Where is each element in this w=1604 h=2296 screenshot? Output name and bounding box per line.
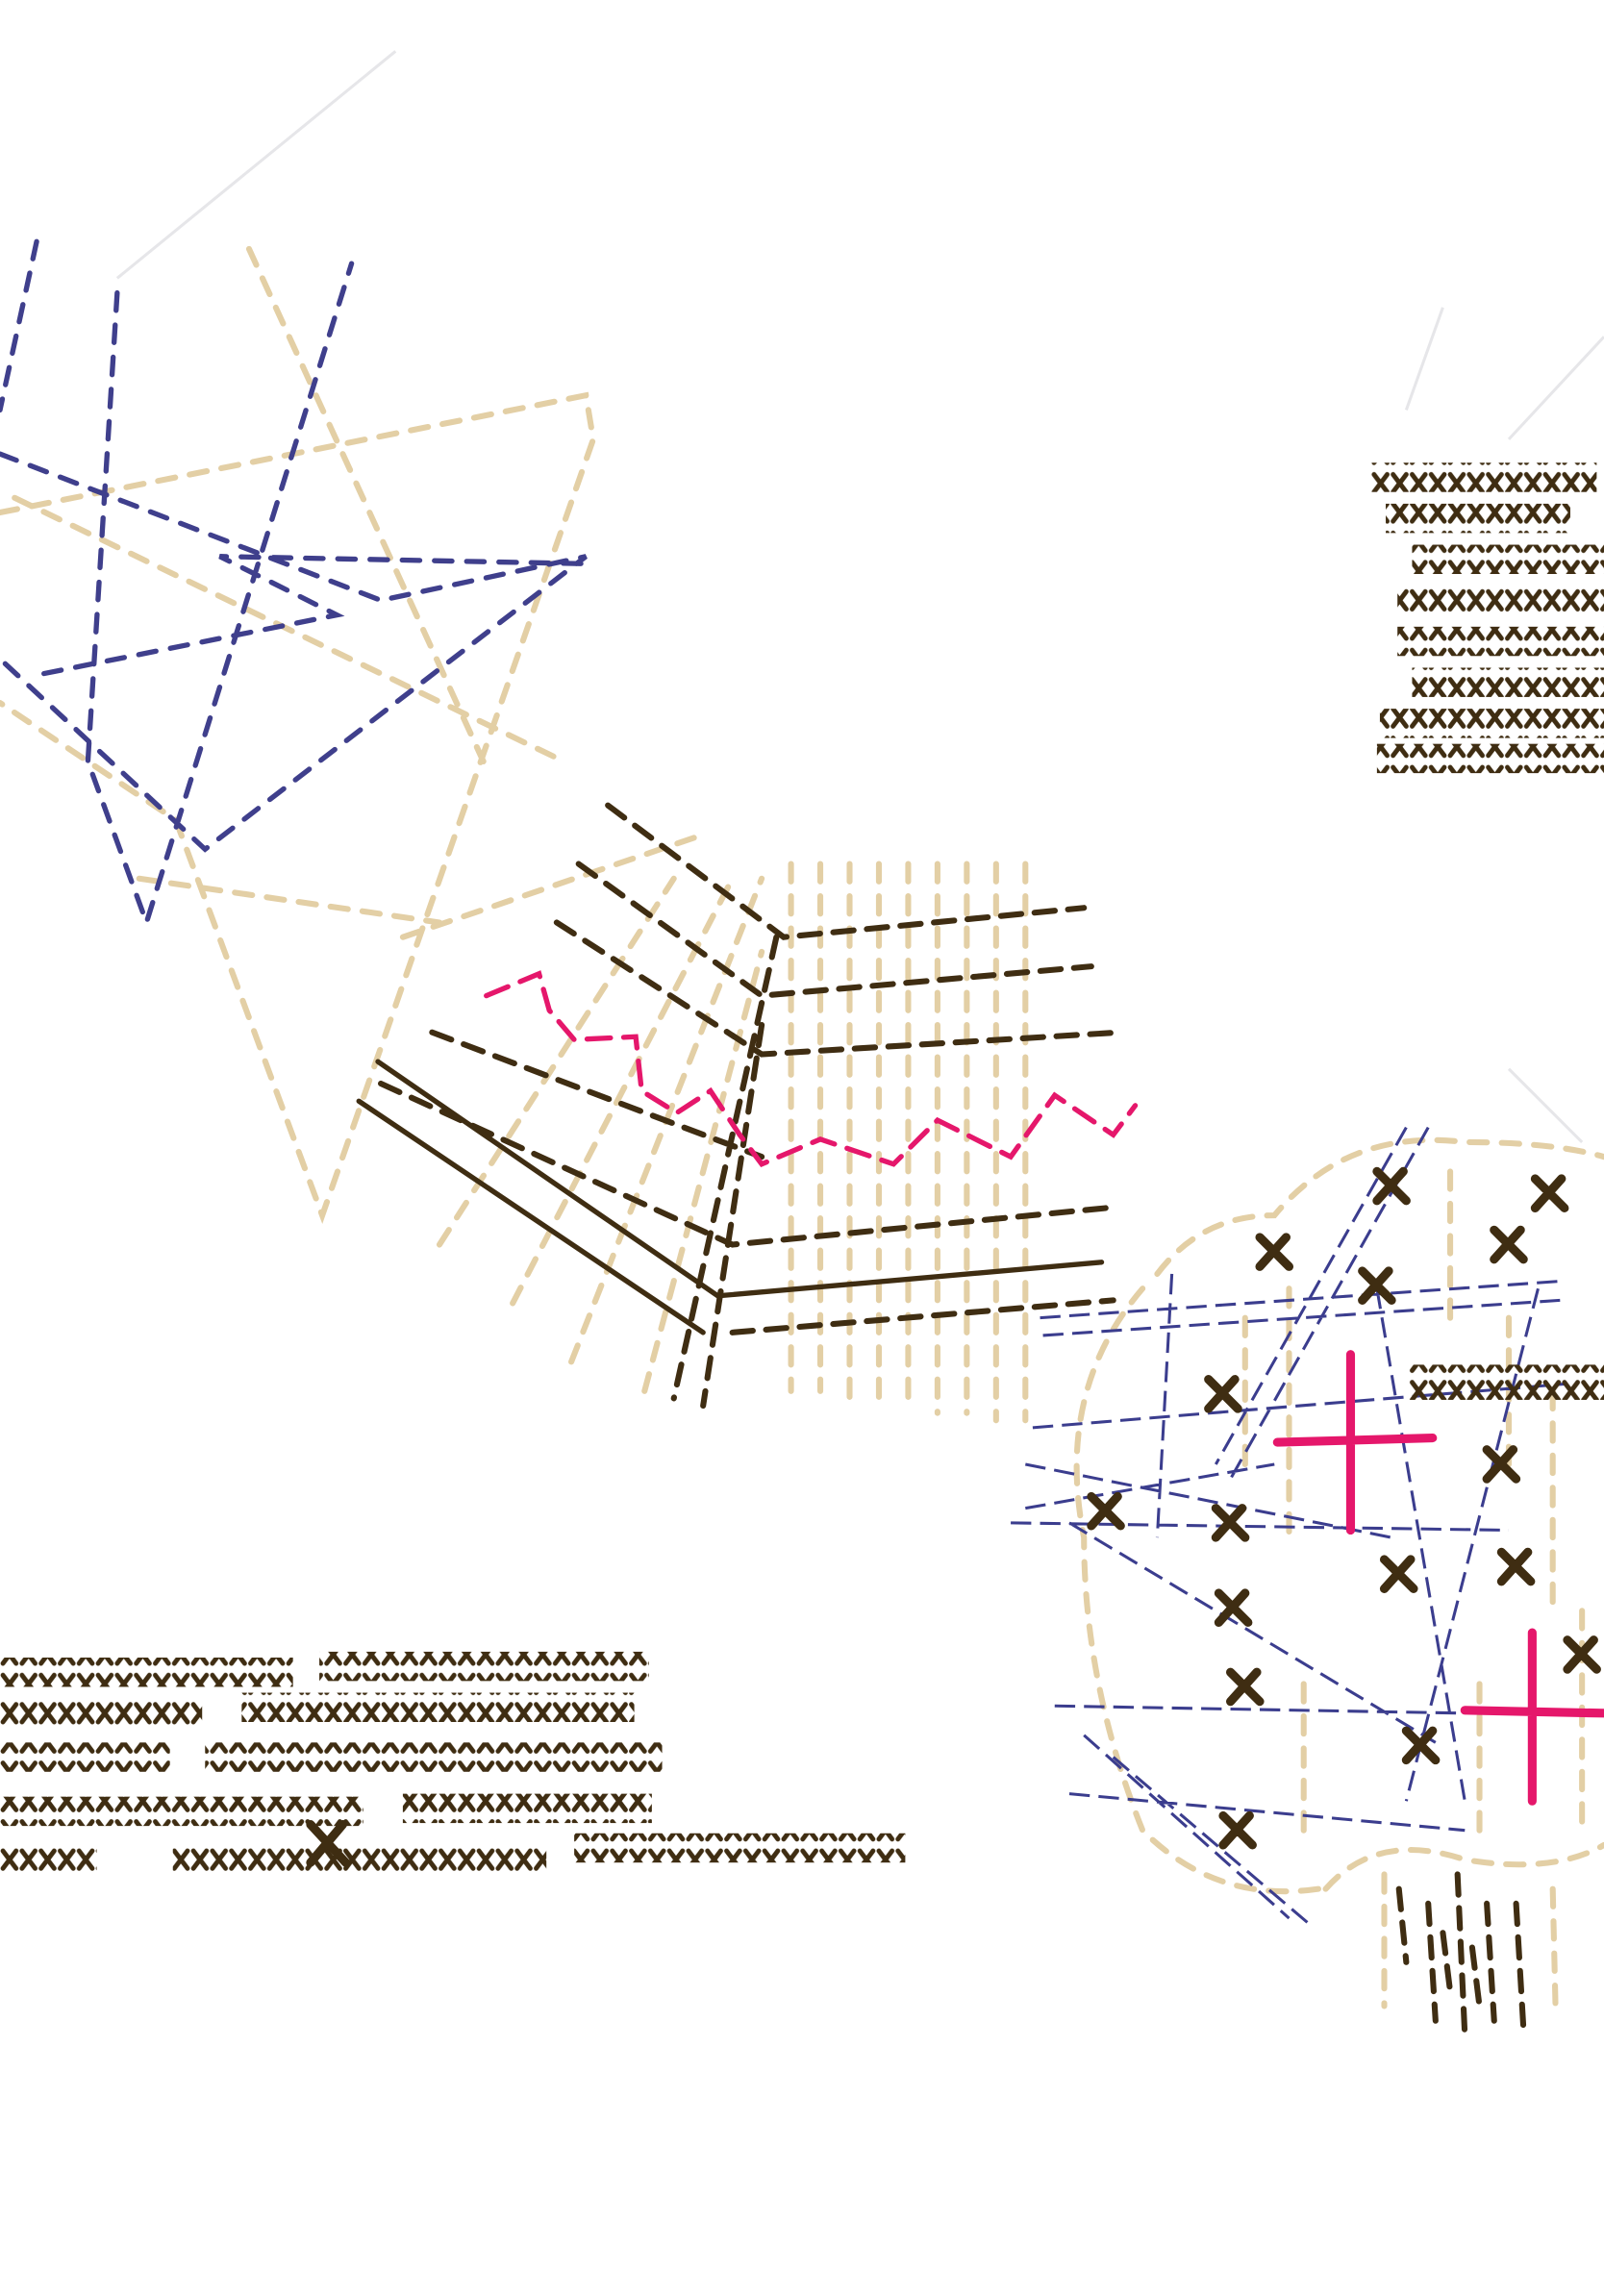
x-row [1412, 544, 1604, 574]
faint-line [115, 50, 1604, 1143]
x-row [1376, 743, 1604, 774]
top-right-x-block [1370, 462, 1604, 774]
x-row [319, 1651, 649, 1682]
x-row [0, 1796, 363, 1827]
large-x-stitch [306, 1820, 351, 1867]
x-row [0, 1657, 293, 1687]
x-row [402, 1793, 652, 1824]
x-row [1397, 626, 1604, 657]
x-row [241, 1692, 635, 1722]
x-row [172, 1841, 547, 1872]
bottom-right-tree [1011, 1126, 1604, 2038]
tan-tree-canopy [1073, 1136, 1604, 2017]
bottom-left-x-rows [0, 1651, 906, 1878]
navy-tree-branches [1011, 1126, 1568, 1927]
x-row [1409, 1364, 1604, 1400]
brown-cube-solid-lines [356, 1059, 1105, 1335]
x-stitches-tree [1087, 1166, 1601, 1850]
tan-star-outline [0, 245, 597, 1225]
x-row [1412, 667, 1604, 697]
x-row [1370, 462, 1597, 492]
central-cube [356, 802, 1139, 1424]
x-row [205, 1742, 663, 1772]
x-row [0, 1742, 170, 1772]
x-row [0, 1698, 203, 1729]
brown-tree-trunk [1395, 1871, 1527, 2038]
x-row [0, 1847, 97, 1878]
x-row [1397, 586, 1604, 615]
pink-cross-upper [1272, 1350, 1438, 1535]
pink-zigzag [484, 970, 1139, 1168]
pink-cross-lower [1460, 1628, 1604, 1806]
faint-sketch-marks [115, 50, 1604, 1143]
x-row [1386, 503, 1570, 534]
x-row [574, 1833, 906, 1863]
navy-star-outline [0, 238, 589, 931]
brown-cube-lines [378, 802, 1124, 1410]
x-row [1379, 709, 1604, 738]
top-left-star [0, 238, 597, 1225]
